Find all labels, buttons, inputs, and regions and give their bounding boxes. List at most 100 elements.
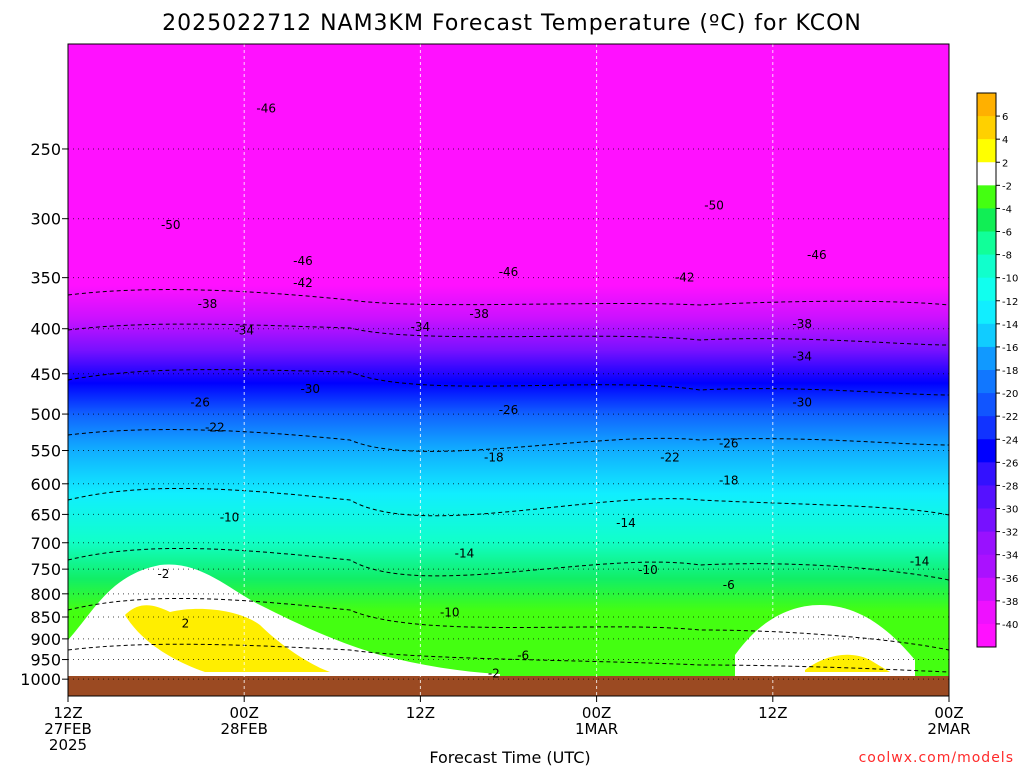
- colorbar-tick-label: -22: [1002, 412, 1018, 423]
- colorbar-tick-label: -6: [1002, 228, 1012, 239]
- colorbar-tick-label: -4: [1002, 204, 1012, 215]
- x-tick-label: 2MAR: [927, 720, 970, 738]
- x-tick-label: 12Z: [758, 704, 787, 722]
- y-tick-label: 600: [30, 475, 61, 494]
- warm-core-right: [805, 654, 890, 672]
- colorbar-tick-label: 4: [1002, 135, 1008, 146]
- ground: [68, 676, 949, 696]
- x-tick-label: 28FEB: [220, 720, 267, 738]
- contour-label: -34: [792, 349, 812, 363]
- contour-label: -22: [205, 421, 225, 435]
- contour-label: -22: [660, 450, 680, 464]
- colorbar-tick-label: -26: [1002, 458, 1018, 469]
- y-tick-label: 300: [30, 210, 61, 229]
- colorbar-swatch: [977, 439, 996, 463]
- colorbar-tick-label: -28: [1002, 481, 1018, 492]
- y-tick-label: 400: [30, 320, 61, 339]
- colorbar-swatch: [977, 323, 996, 348]
- contour-line: [67, 429, 950, 452]
- grid-lines: [68, 44, 949, 696]
- y-tick-label: 950: [30, 651, 61, 670]
- contour-label: -18: [484, 450, 504, 464]
- contour-label: -14: [910, 554, 930, 568]
- contour-label: -38: [469, 307, 489, 321]
- colorbar-tick-label: -16: [1002, 343, 1018, 354]
- y-tick-label: 250: [30, 140, 61, 159]
- colorbar-swatch: [977, 531, 996, 556]
- colorbar-swatch: [977, 600, 996, 625]
- colorbar-tick-label: -14: [1002, 320, 1018, 331]
- contour-label: -42: [675, 271, 695, 285]
- contour-label: -38: [198, 297, 218, 311]
- contour-label: 2: [182, 617, 190, 631]
- colorbar-tick-label: -12: [1002, 297, 1018, 308]
- contour-label: -14: [455, 547, 475, 561]
- colorbar-tick-label: -34: [1002, 551, 1018, 562]
- contour-label: -14: [616, 516, 636, 530]
- colorbar-swatch: [977, 416, 996, 440]
- contour-line: [67, 323, 950, 346]
- contour-label: -34: [234, 324, 254, 338]
- colorbar-swatch: [977, 462, 996, 486]
- x-tick-label: 00Z: [934, 704, 963, 722]
- contour-label: -2: [157, 567, 169, 581]
- credit-text: coolwx.com/models: [859, 750, 1014, 766]
- colorbar-swatch: [977, 185, 996, 209]
- colorbar-swatch: [977, 623, 996, 648]
- colorbar: 6 4 2 -2 -4 -6 -8 -10 -12 -14 -16 -18 -20 -22 -24 -26 -2…: [976, 92, 1018, 648]
- colorbar-swatch: [977, 300, 996, 325]
- contour-label: -50: [704, 199, 724, 213]
- x-tick-label: 2025: [49, 736, 87, 754]
- y-axis: 250 300 350 400 450 500 550 600 650 700 750 800 850 9…: [20, 140, 68, 689]
- colorbar-tick-label: -18: [1002, 366, 1018, 377]
- plot-area: -46 -50 -46 -42 -46 -50 -42 -46 -38 -34 -34 -38 -38 -…: [67, 43, 950, 697]
- colorbar-tick-label: -36: [1002, 574, 1018, 585]
- colorbar-tick-label: 6: [1002, 112, 1008, 123]
- y-tick-label: 650: [30, 505, 61, 524]
- contour-label: -6: [723, 578, 735, 592]
- contour-label: -50: [161, 218, 181, 232]
- x-tick-label: 00Z: [582, 704, 611, 722]
- colorbar-tick-label: -40: [1002, 620, 1018, 631]
- colorbar-swatch: [977, 208, 996, 232]
- colorbar-swatch: [977, 346, 996, 371]
- colorbar-swatch: [977, 93, 996, 117]
- y-tick-label: 1000: [20, 670, 61, 689]
- colorbar-swatch: [977, 116, 996, 140]
- contour-label: -26: [719, 436, 739, 450]
- colorbar-swatch: [977, 485, 996, 509]
- y-tick-label: 900: [30, 630, 61, 649]
- contour-label: -38: [792, 317, 812, 331]
- colorbar-swatch: [977, 554, 996, 579]
- contour-label: -2: [488, 666, 500, 680]
- colorbar-tick-label: -32: [1002, 528, 1018, 539]
- contour-label: -46: [293, 254, 313, 268]
- contour-label: -46: [499, 265, 519, 279]
- contour-label: -26: [499, 403, 519, 417]
- colorbar-swatch: [977, 162, 996, 186]
- contour-line: [67, 369, 950, 396]
- contour-line: [67, 289, 950, 306]
- x-axis-label: Forecast Time (UTC): [429, 748, 590, 767]
- contour-label: -46: [256, 102, 276, 116]
- colorbar-tick-label: -30: [1002, 505, 1018, 516]
- colorbar-swatch: [977, 231, 996, 256]
- colorbar-tick-label: -20: [1002, 389, 1018, 400]
- colorbar-tick-label: 2: [1002, 158, 1008, 169]
- colorbar-tick-label: -38: [1002, 597, 1018, 608]
- x-tick-label: 12Z: [406, 704, 435, 722]
- contour-line: [67, 547, 950, 581]
- y-tick-label: 800: [30, 585, 61, 604]
- contour-label: -46: [807, 248, 827, 262]
- chart-title: 2025022712 NAM3KM Forecast Temperature (…: [162, 11, 862, 36]
- contour-label: -18: [719, 474, 739, 488]
- x-tick-label: 00Z: [230, 704, 259, 722]
- colorbar-swatch: [977, 577, 996, 602]
- x-tick-label: 12Z: [53, 704, 82, 722]
- colorbar-swatch: [977, 254, 996, 279]
- contour-label: -30: [300, 382, 320, 396]
- colorbar-tick-label: -2: [1002, 181, 1012, 192]
- y-tick-label: 550: [30, 442, 61, 461]
